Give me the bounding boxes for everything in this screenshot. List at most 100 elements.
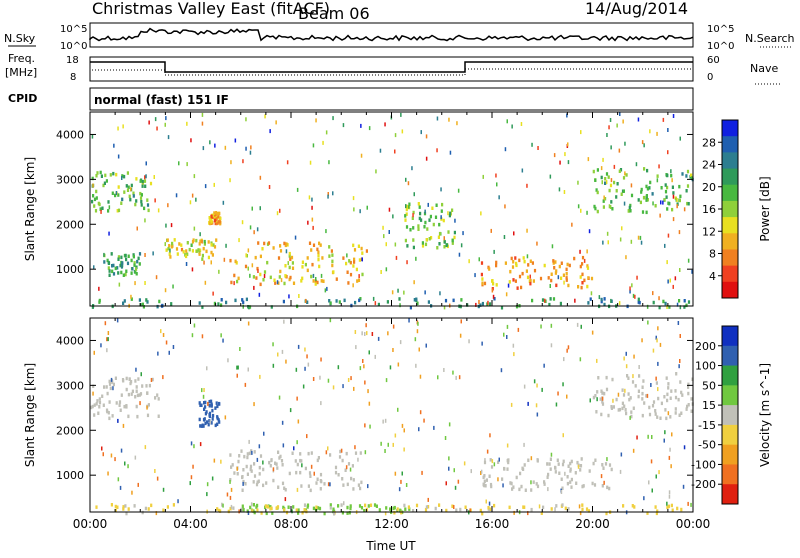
heatmap-cell bbox=[654, 412, 657, 416]
heatmap-cell bbox=[297, 508, 300, 512]
heatmap-cell bbox=[242, 507, 245, 512]
heatmap-cell bbox=[625, 364, 628, 369]
heatmap-cell bbox=[315, 505, 318, 509]
heatmap-cell bbox=[169, 248, 171, 253]
heatmap-cell bbox=[594, 178, 597, 182]
heatmap-cell bbox=[256, 503, 259, 508]
heatmap-cell bbox=[327, 446, 329, 451]
heatmap-cell bbox=[512, 260, 515, 264]
heatmap-cell bbox=[204, 184, 207, 189]
heatmap-cell bbox=[502, 483, 504, 488]
heatmap-cell bbox=[549, 174, 552, 179]
heatmap-cell bbox=[144, 184, 147, 188]
heatmap-cell bbox=[656, 174, 659, 178]
heatmap-cell bbox=[346, 253, 348, 258]
heatmap-cell bbox=[203, 239, 206, 244]
heatmap-cell bbox=[667, 201, 670, 205]
heatmap-cell bbox=[674, 411, 677, 415]
nsky-trace bbox=[89, 27, 694, 42]
heatmap-cell bbox=[638, 365, 640, 369]
heatmap-cell bbox=[193, 226, 196, 231]
heatmap-cell bbox=[431, 206, 434, 210]
heatmap-cell bbox=[104, 173, 107, 178]
heatmap-cell bbox=[357, 278, 361, 282]
heatmap-cell bbox=[408, 202, 411, 206]
heatmap-cell bbox=[274, 281, 277, 285]
heatmap-cell bbox=[442, 218, 445, 223]
heatmap-cell bbox=[315, 481, 318, 485]
heatmap-cell bbox=[637, 117, 640, 122]
heatmap-cell bbox=[259, 374, 261, 379]
heatmap-cell bbox=[690, 409, 693, 413]
heatmap-cell bbox=[157, 414, 160, 418]
nave-tick-bottom: 0 bbox=[707, 72, 713, 83]
heatmap-cell bbox=[648, 412, 652, 417]
heatmap-cell bbox=[521, 168, 524, 173]
heatmap-cell bbox=[214, 143, 216, 148]
heatmap-cell bbox=[357, 483, 360, 487]
heatmap-cell bbox=[687, 300, 691, 304]
heatmap-cell bbox=[686, 201, 689, 206]
heatmap-cell bbox=[214, 406, 217, 410]
heatmap-cell bbox=[150, 503, 153, 508]
heatmap-cell bbox=[482, 483, 485, 487]
heatmap-cell bbox=[95, 189, 98, 194]
heatmap-cell bbox=[632, 448, 635, 453]
heatmap-cell bbox=[474, 273, 476, 278]
heatmap-cell bbox=[122, 124, 124, 129]
heatmap-cell bbox=[666, 173, 669, 178]
heatmap-cell bbox=[566, 475, 569, 479]
heatmap-cell bbox=[524, 488, 527, 492]
heatmap-cell bbox=[547, 276, 550, 280]
heatmap-cell bbox=[192, 464, 194, 469]
heatmap-cell bbox=[671, 207, 674, 212]
heatmap-cell bbox=[107, 209, 110, 213]
heatmap-cell bbox=[579, 275, 582, 279]
heatmap-cell bbox=[126, 171, 129, 175]
heatmap-cell bbox=[247, 321, 250, 326]
heatmap-cell bbox=[284, 264, 287, 268]
heatmap-cell bbox=[125, 184, 128, 188]
heatmap-cell bbox=[460, 298, 463, 302]
heatmap-cell bbox=[222, 503, 224, 508]
heatmap-cell bbox=[316, 280, 319, 285]
heatmap-cell bbox=[136, 393, 139, 398]
heatmap-cell bbox=[270, 305, 273, 309]
heatmap-cell bbox=[249, 464, 253, 469]
heatmap-cell bbox=[678, 413, 681, 417]
heatmap-cell bbox=[272, 246, 275, 250]
heatmap-cell bbox=[307, 451, 310, 456]
heatmap-cell bbox=[610, 200, 613, 204]
heatmap-cell bbox=[291, 266, 295, 270]
heatmap-cell bbox=[602, 240, 604, 245]
heatmap-cell bbox=[101, 394, 104, 398]
heatmap-cell bbox=[332, 191, 334, 196]
heatmap-cell bbox=[283, 486, 286, 490]
heatmap-cell bbox=[151, 377, 154, 382]
heatmap-cell bbox=[488, 302, 492, 306]
heatmap-cell bbox=[490, 228, 492, 233]
heatmap-cell bbox=[364, 503, 367, 508]
nsky-tick-top: 10^5 bbox=[60, 24, 87, 35]
heatmap-cell bbox=[135, 389, 138, 393]
heatmap-cell bbox=[301, 511, 304, 515]
heatmap-cell bbox=[526, 275, 530, 280]
heatmap-cell bbox=[131, 267, 134, 271]
heatmap-cell bbox=[404, 238, 407, 243]
heatmap-cell bbox=[360, 153, 363, 158]
heatmap-cell bbox=[550, 278, 553, 283]
heatmap-cell bbox=[364, 423, 366, 428]
heatmap-cell bbox=[619, 237, 622, 242]
nave-tick-top: 60 bbox=[707, 55, 720, 66]
heatmap-cell bbox=[295, 470, 298, 475]
colorbar-swatch bbox=[722, 152, 738, 170]
heatmap-cell bbox=[134, 455, 137, 460]
heatmap-cell bbox=[506, 467, 509, 471]
freq-trace bbox=[90, 61, 693, 73]
heatmap-cell bbox=[366, 205, 368, 210]
heatmap-cell bbox=[145, 174, 147, 179]
heatmap-cell bbox=[195, 249, 198, 253]
heatmap-cell bbox=[329, 503, 332, 507]
heatmap-cell bbox=[566, 262, 569, 267]
heatmap-cell bbox=[138, 262, 141, 266]
